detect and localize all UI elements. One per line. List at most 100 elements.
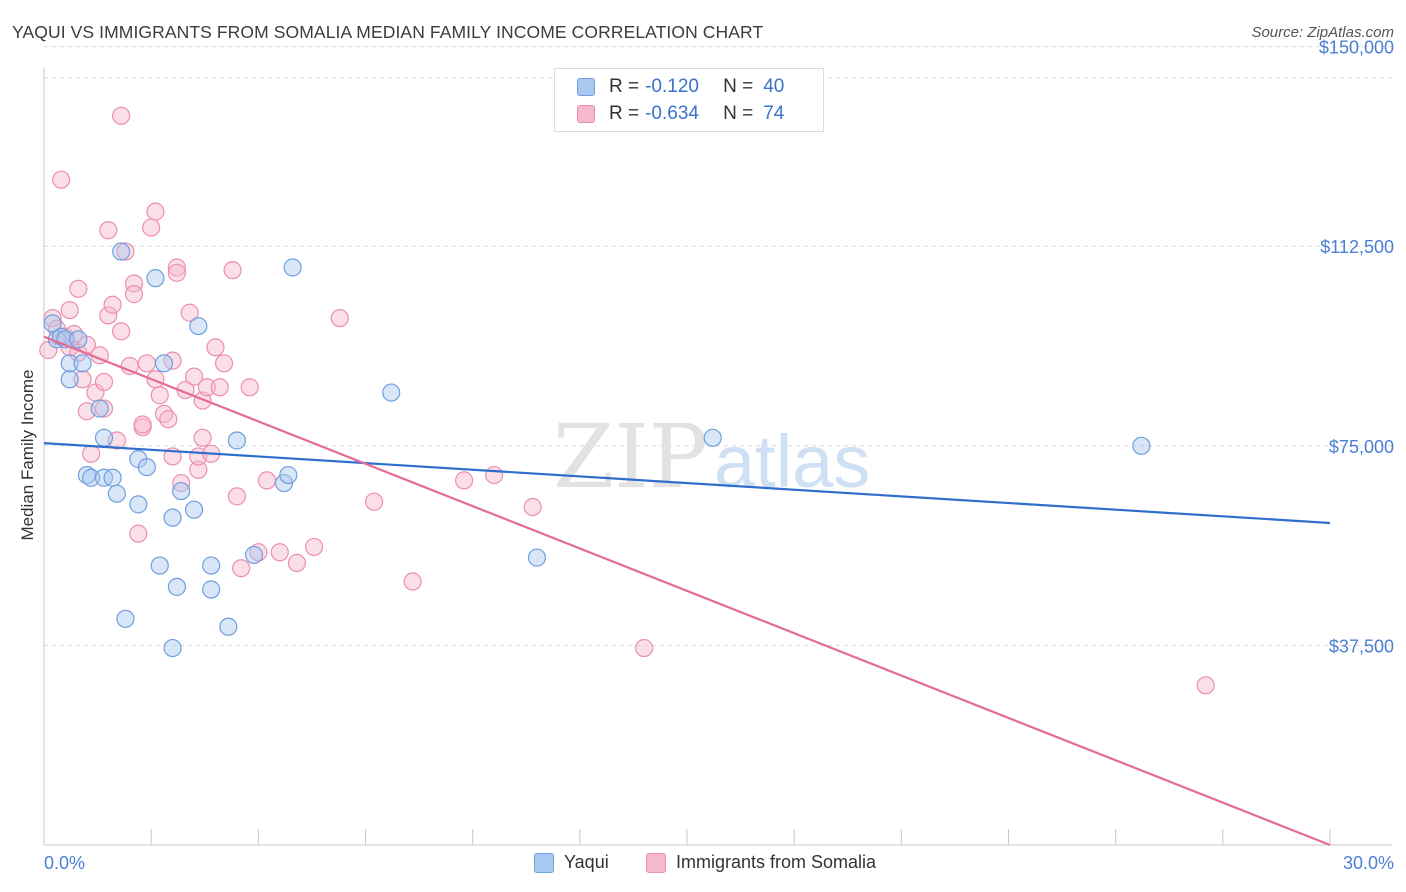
somalia-point — [167, 263, 186, 282]
stats-row-somalia: R = -0.634 N = 74 — [577, 102, 784, 126]
stats-row-yaqui: R = -0.120 N = 40 — [577, 75, 784, 99]
somalia-point — [142, 218, 161, 237]
somalia-point — [73, 370, 92, 389]
somalia-point — [240, 378, 259, 397]
axes — [43, 68, 1392, 846]
yaqui-trend-line — [43, 442, 1331, 525]
somalia-point — [193, 428, 212, 447]
n-value: 40 — [763, 76, 785, 97]
chart-source: Source: ZipAtlas.com — [1251, 24, 1394, 41]
yaqui-point — [146, 269, 165, 288]
yaqui-point — [382, 383, 401, 402]
yaqui-point — [703, 428, 722, 447]
somalia-swatch — [577, 105, 595, 123]
yaqui-point — [154, 354, 174, 373]
somalia-point — [485, 465, 504, 485]
yaqui-legend-swatch — [534, 852, 554, 873]
n-value: 74 — [763, 103, 785, 124]
yaqui-point — [1132, 436, 1151, 455]
yaqui-point — [527, 548, 547, 567]
yaqui-point — [150, 556, 169, 575]
somalia-point — [180, 303, 199, 322]
somalia-point — [1196, 676, 1215, 695]
legend-item-somalia[interactable]: Immigrants from Somalia — [646, 852, 876, 873]
legend-item-yaqui[interactable]: Yaqui — [534, 852, 609, 873]
r-label: R = — [609, 103, 640, 124]
somalia-trend-line — [43, 335, 1331, 847]
y-tick-label: $112,500 — [1320, 237, 1394, 257]
yaqui-point — [202, 556, 221, 575]
somalia-point — [210, 378, 229, 397]
somalia-point — [197, 378, 216, 397]
r-label: R = — [609, 76, 640, 97]
somalia-point — [116, 242, 135, 261]
somalia-point — [270, 543, 289, 562]
somalia-point — [257, 471, 277, 490]
r-value: -0.120 — [645, 76, 699, 97]
yaqui-point — [283, 258, 302, 277]
y-tick-label: $75,000 — [1329, 437, 1394, 457]
yaqui-point — [103, 468, 122, 487]
yaqui-point — [69, 330, 88, 349]
somalia-point — [184, 367, 204, 386]
somalia-point — [94, 372, 114, 392]
x-ticks — [150, 829, 1331, 845]
somalia-point — [124, 274, 144, 293]
yaqui-point — [172, 481, 191, 501]
yaqui-point — [163, 638, 182, 658]
somalia-point — [60, 300, 79, 320]
trend-lines — [43, 335, 1331, 847]
somalia-point — [206, 338, 225, 357]
yaqui-swatch — [577, 78, 595, 96]
somalia-point — [287, 553, 307, 573]
stats-legend-box: R = -0.120 N = 40 R = -0.634 N = 74 — [554, 68, 824, 132]
watermark-zip: ZIP — [553, 405, 708, 508]
somalia-point — [124, 285, 144, 304]
somalia-point — [94, 399, 114, 418]
somalia-point — [133, 415, 152, 434]
somalia-point — [52, 170, 71, 189]
somalia-point — [214, 354, 234, 373]
somalia-point — [227, 487, 246, 506]
yaqui-point — [60, 370, 79, 389]
somalia-point — [99, 221, 118, 240]
n-label: N = — [723, 76, 754, 97]
legend-label-yaqui: Yaqui — [564, 852, 609, 872]
yaqui-point — [167, 577, 186, 596]
somalia-legend-swatch — [646, 852, 666, 873]
yaqui-point — [189, 316, 208, 336]
yaqui-points — [43, 242, 1151, 658]
somalia-point — [112, 322, 131, 341]
somalia-point — [454, 471, 474, 490]
somalia-point — [43, 308, 62, 328]
yaqui-point — [279, 465, 298, 485]
yaqui-point — [73, 354, 92, 373]
yaqui-point — [116, 609, 135, 628]
yaqui-point — [112, 242, 131, 261]
somalia-point — [150, 386, 169, 405]
somalia-point — [112, 106, 131, 125]
somalia-point — [146, 202, 165, 221]
r-value: -0.634 — [645, 103, 699, 124]
somalia-points — [39, 106, 1215, 695]
yaqui-point — [137, 457, 156, 477]
chart-title: YAQUI VS IMMIGRANTS FROM SOMALIA MEDIAN … — [12, 22, 764, 42]
x-tick-label-max: 30.0% — [1343, 853, 1394, 873]
yaqui-point — [90, 399, 109, 418]
somalia-point — [189, 460, 208, 479]
yaqui-point — [227, 431, 246, 450]
somalia-point — [223, 261, 242, 280]
somalia-point — [232, 559, 251, 578]
yaqui-point — [129, 495, 148, 514]
somalia-point — [304, 537, 324, 557]
yaqui-point — [82, 468, 101, 487]
x-tick-label-min: 0.0% — [44, 853, 85, 873]
yaqui-point — [163, 508, 182, 527]
yaqui-point — [219, 617, 238, 636]
yaqui-point — [244, 545, 264, 565]
yaqui-point — [94, 428, 114, 447]
yaqui-point — [184, 500, 204, 519]
somalia-point — [403, 572, 422, 591]
somalia-point — [159, 410, 178, 429]
